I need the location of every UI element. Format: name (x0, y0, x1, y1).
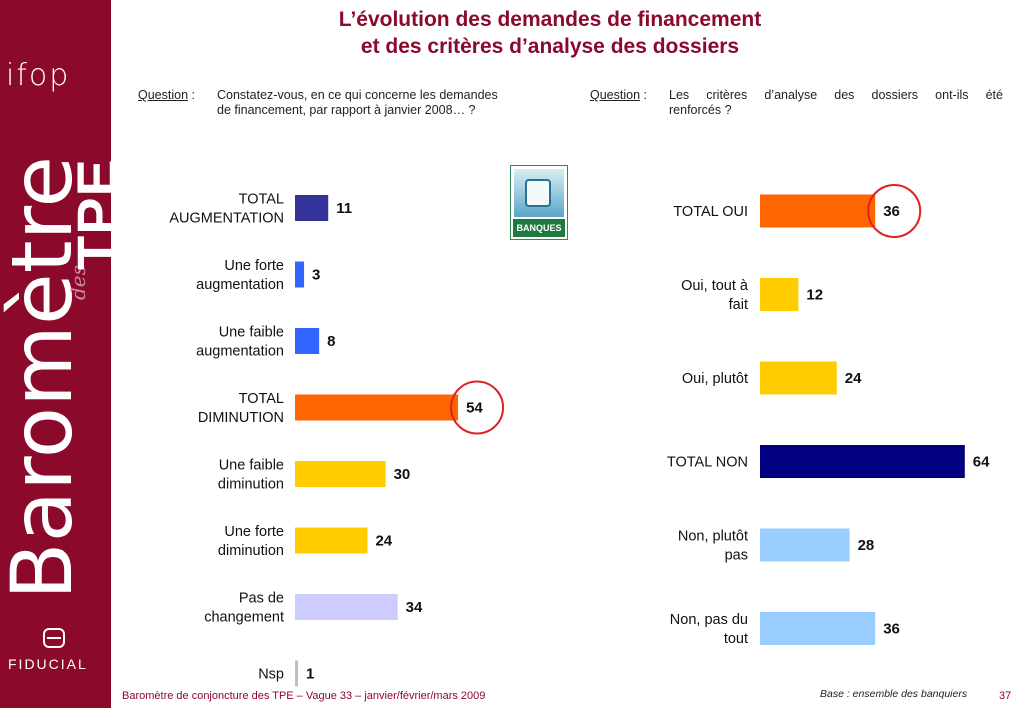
category-label-1-0-0: TOTAL OUI (673, 204, 748, 220)
value-label-0-5: 24 (375, 533, 392, 550)
question-right-line-2: renforcés ? (669, 103, 732, 117)
bar-0-6 (295, 594, 398, 620)
question-left-text: Constatez-vous, en ce qui concerne les d… (217, 88, 557, 118)
bar-1-5 (760, 612, 876, 645)
footer-text: Baromètre de conjoncture des TPE – Vague… (122, 690, 486, 702)
brand-sidebar: ifop Baromètre des TPE FIDUCIAL (0, 0, 128, 708)
category-label-0-2-0: Une faible (219, 325, 284, 341)
bar-1-1 (760, 278, 799, 311)
highlight-circle-0 (450, 380, 505, 435)
category-label-0-1-0: Une forte (224, 258, 284, 274)
value-label-0-6: 34 (406, 599, 423, 616)
category-label-0-4-1: diminution (218, 477, 284, 493)
value-label-0-7: 1 (306, 666, 314, 683)
category-label-0-6-1: changement (204, 610, 284, 626)
bar-0-0 (295, 195, 329, 221)
ifop-logo: ifop (6, 58, 71, 93)
value-label-1-1: 12 (806, 287, 823, 304)
bank-document-icon (514, 169, 564, 217)
question-right-text: Les critères d’analyse des dossiers ont-… (669, 88, 1003, 118)
category-label-0-3-0: TOTAL (239, 391, 284, 407)
question-right-label: Question : (590, 88, 647, 102)
bar-1-4 (760, 528, 850, 562)
bar-1-3 (760, 445, 965, 478)
category-label-0-4-0: Une faible (219, 458, 284, 474)
value-label-0-2: 8 (327, 333, 335, 350)
category-label-0-7-0: Nsp (258, 667, 284, 683)
category-label-0-5-1: diminution (218, 543, 284, 559)
value-label-1-4: 28 (858, 537, 875, 554)
value-label-0-0: 11 (336, 200, 352, 217)
category-label-0-5-0: Une forte (224, 524, 284, 540)
banques-label: BANQUES (513, 219, 565, 237)
question-left-label: Question : (138, 88, 195, 102)
category-label-0-1-1: augmentation (196, 277, 284, 293)
category-label-1-2-0: Oui, plutôt (682, 371, 748, 387)
category-label-0-6-0: Pas de (239, 591, 284, 607)
value-label-0-4: 30 (394, 466, 411, 483)
value-label-1-3: 64 (973, 454, 990, 471)
fiducial-icon (43, 628, 65, 648)
category-label-1-1-1: fait (729, 297, 748, 313)
value-label-1-0: 36 (883, 203, 900, 220)
category-label-1-5-0: Non, pas du (670, 612, 748, 628)
banques-icon: BANQUES (510, 165, 568, 240)
fiducial-logo-text: FIDUCIAL (8, 656, 88, 672)
category-label-0-0-1: AUGMENTATION (169, 211, 284, 227)
bar-0-2 (295, 328, 320, 354)
category-label-0-0-0: TOTAL (239, 192, 284, 208)
highlight-circle-1 (867, 184, 922, 238)
value-label-0-1: 3 (312, 267, 320, 284)
category-label-1-5-1: tout (724, 631, 748, 647)
bar-1-0 (760, 194, 876, 228)
value-label-0-3: 54 (466, 400, 483, 417)
bar-1-2 (760, 361, 837, 395)
bar-0-3 (295, 394, 459, 421)
page-title: L’évolution des demandes de financement … (200, 6, 900, 60)
question-left-line-2: de financement, par rapport à janvier 20… (217, 103, 476, 117)
category-label-0-3-1: DIMINUTION (198, 410, 284, 426)
value-label-1-5: 36 (883, 621, 900, 638)
category-label-1-4-0: Non, plutôt (678, 529, 748, 545)
bar-0-7 (295, 660, 299, 687)
category-label-1-1-0: Oui, tout à (681, 278, 749, 294)
category-label-1-4-1: pas (725, 548, 748, 564)
question-right-line-1: Les critères d’analyse des dossiers ont-… (669, 88, 1003, 102)
category-label-0-2-1: augmentation (196, 344, 284, 360)
base-note: Base : ensemble des banquiers (820, 688, 968, 700)
bar-0-5 (295, 527, 368, 554)
question-left-line-1: Constatez-vous, en ce qui concerne les d… (217, 88, 498, 102)
page-number: 37 (999, 690, 1012, 702)
category-label-1-3-0: TOTAL NON (667, 455, 748, 471)
bar-0-1 (295, 261, 305, 288)
title-line-2: et des critères d’analyse des dossiers (360, 35, 740, 58)
title-line-1: L’évolution des demandes de financement (338, 8, 762, 31)
bar-0-4 (295, 461, 386, 487)
value-label-1-2: 24 (845, 370, 862, 387)
